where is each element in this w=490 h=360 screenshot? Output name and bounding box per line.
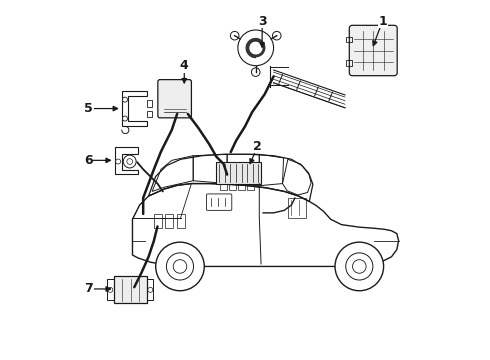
FancyBboxPatch shape [158, 80, 192, 118]
Circle shape [116, 159, 121, 164]
Circle shape [230, 31, 239, 40]
Circle shape [122, 97, 127, 102]
Text: 7: 7 [84, 283, 93, 296]
Text: 6: 6 [84, 154, 93, 167]
Circle shape [148, 287, 153, 292]
Circle shape [251, 68, 260, 76]
Circle shape [108, 287, 113, 292]
Circle shape [272, 31, 281, 40]
Text: 4: 4 [180, 59, 189, 72]
Text: 2: 2 [253, 140, 262, 153]
Text: 5: 5 [84, 102, 93, 115]
Circle shape [122, 116, 127, 121]
FancyBboxPatch shape [217, 162, 261, 184]
FancyBboxPatch shape [114, 276, 147, 303]
FancyBboxPatch shape [349, 25, 397, 76]
Circle shape [156, 242, 204, 291]
Circle shape [335, 242, 384, 291]
Text: 1: 1 [378, 14, 387, 27]
Text: 3: 3 [258, 14, 267, 27]
